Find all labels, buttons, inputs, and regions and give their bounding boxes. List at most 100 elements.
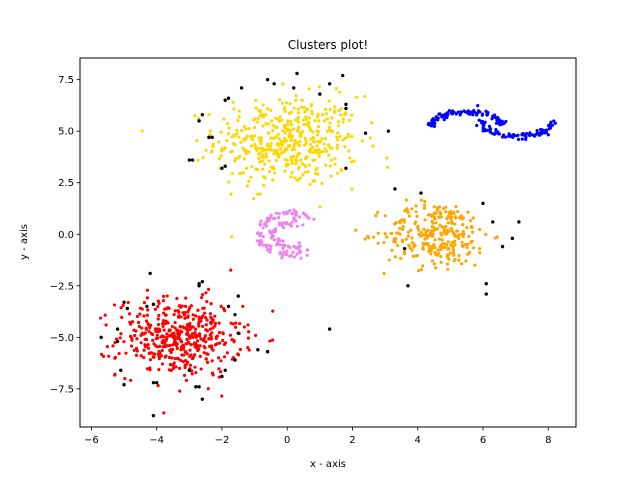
cluster-1-point [152, 355, 156, 359]
cluster-3-point [547, 127, 551, 131]
noise-point [197, 282, 201, 286]
cluster-0-point [244, 136, 248, 140]
cluster-1-point [190, 332, 194, 336]
cluster-2-point [383, 214, 387, 218]
cluster-4-point [280, 256, 284, 260]
cluster-0-point [290, 161, 295, 165]
cluster-1-point [199, 337, 203, 341]
noise-point [491, 220, 495, 224]
cluster-3-point [501, 133, 506, 137]
cluster-0-point [295, 178, 299, 182]
cluster-1-point [161, 322, 165, 326]
cluster-0-point [258, 114, 262, 118]
cluster-2-point [376, 231, 380, 235]
cluster-2-point [432, 211, 436, 215]
cluster-1-point [176, 357, 181, 361]
cluster-1-point [193, 365, 197, 369]
cluster-2-point [395, 231, 399, 235]
cluster-0-point [292, 145, 296, 149]
y-axis-ticks: −7.5 −5.0 −2.5 0.0 2.5 5.0 7.5 [50, 75, 80, 395]
cluster-1-point [153, 327, 157, 331]
cluster-0-point [271, 166, 275, 170]
cluster-2-point [442, 230, 446, 234]
cluster-2-point [414, 204, 418, 208]
cluster-4-point [275, 243, 279, 247]
cluster-4-point [291, 212, 295, 216]
cluster-1-point [219, 370, 223, 374]
cluster-2-point [365, 234, 370, 239]
cluster-4-point [286, 244, 290, 248]
cluster-0-point [271, 178, 275, 182]
cluster-0-point [227, 126, 231, 130]
cluster-2-point [424, 241, 428, 246]
cluster-0-point [267, 122, 271, 126]
cluster-2-point [433, 246, 437, 250]
cluster-0-point [313, 119, 317, 123]
cluster-1-point [154, 336, 158, 341]
cluster-0-point [267, 159, 271, 163]
cluster-0-point [285, 162, 289, 167]
cluster-0-point [276, 132, 280, 136]
cluster-1-point [161, 319, 165, 323]
cluster-1-point [190, 372, 194, 376]
cluster-0-point [324, 149, 328, 153]
cluster-2-point [453, 243, 457, 247]
cluster-0-point [245, 184, 249, 188]
cluster-0-point [262, 183, 266, 188]
noise-point [125, 306, 130, 311]
cluster-1-point [157, 313, 161, 318]
cluster-3-point [484, 109, 488, 113]
cluster-4-point [294, 219, 298, 223]
cluster-3-point [463, 110, 467, 114]
cluster-0-point [269, 136, 273, 140]
cluster-0-point [220, 147, 224, 151]
cluster-2-point [460, 240, 464, 244]
cluster-1-point [147, 329, 151, 333]
cluster-0-point [307, 120, 311, 125]
cluster-1-point [176, 309, 180, 313]
cluster-1-point [161, 294, 166, 298]
cluster-2-point [465, 245, 469, 250]
cluster-0-point [333, 162, 337, 166]
cluster-1-point [222, 355, 227, 359]
cluster-0-point [289, 139, 293, 143]
cluster-1-point [147, 367, 152, 371]
noise-point [344, 106, 348, 111]
cluster-1-point [142, 301, 147, 305]
cluster-2-point [456, 209, 460, 214]
cluster-0-point [268, 144, 273, 148]
cluster-1-point [157, 368, 161, 372]
x-tick-label: 2 [349, 435, 355, 446]
cluster-0-point [288, 102, 292, 106]
cluster-0-point [306, 169, 310, 174]
cluster-0-point [278, 98, 282, 102]
cluster-1-point [164, 354, 168, 358]
cluster-0-point [289, 175, 293, 179]
cluster-0-point [281, 129, 285, 133]
cluster-1-point [154, 344, 158, 348]
cluster-1-point [143, 337, 147, 341]
noise-point [223, 98, 227, 102]
noise-point [510, 236, 515, 241]
cluster-0-point [310, 109, 314, 114]
cluster-2-point [447, 257, 451, 261]
cluster-0-point [283, 169, 287, 173]
cluster-2-point [439, 260, 443, 265]
cluster-4-point [276, 240, 280, 244]
cluster-1-point [156, 383, 160, 388]
noise-point [340, 73, 345, 78]
cluster-0-point [320, 112, 325, 117]
cluster-1-point [133, 333, 137, 338]
cluster-4-point [292, 216, 296, 220]
cluster-0-point [315, 133, 320, 137]
noise-point [272, 82, 276, 86]
noise-point [200, 112, 205, 117]
cluster-0-point [255, 168, 259, 172]
cluster-0-point [285, 158, 289, 162]
cluster-2-point [432, 205, 436, 209]
cluster-1-point [204, 357, 208, 361]
cluster-0-point [208, 129, 212, 133]
cluster-2-point [459, 232, 463, 236]
cluster-3-point [539, 131, 543, 135]
cluster-4-point [276, 237, 280, 241]
